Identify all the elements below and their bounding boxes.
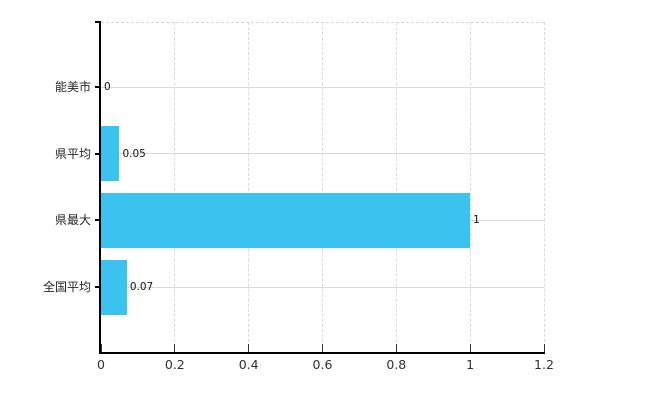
x-tick-0.4 bbox=[248, 344, 250, 352]
x-tick-0.2 bbox=[174, 344, 176, 352]
gridline-x-0.8 bbox=[395, 22, 397, 352]
bar-1 bbox=[101, 126, 120, 182]
x-tick-label-0: 0 bbox=[97, 357, 105, 372]
gridline-category-1 bbox=[101, 153, 544, 155]
x-tick-0.8 bbox=[395, 344, 397, 352]
x-tick-label-0.2: 0.2 bbox=[164, 357, 185, 372]
gridline-category-3 bbox=[101, 286, 544, 288]
category-label-3: 全国平均 bbox=[42, 280, 91, 294]
y-tick-1 bbox=[95, 152, 101, 155]
value-label-1: 0.05 bbox=[122, 147, 146, 160]
gridline-category-0 bbox=[101, 86, 544, 88]
x-tick-1 bbox=[469, 344, 471, 352]
category-label-1: 県平均 bbox=[54, 146, 91, 161]
x-tick-label-1.2: 1.2 bbox=[534, 357, 554, 372]
x-tick-1.2 bbox=[543, 344, 545, 352]
category-label-0: 能美市 bbox=[54, 80, 91, 94]
category-label-2: 県最大 bbox=[54, 213, 91, 228]
gridline-x-0.2 bbox=[174, 22, 176, 352]
value-label-3: 0.07 bbox=[129, 281, 154, 293]
y-tick-2 bbox=[95, 219, 101, 222]
y-tick-3 bbox=[95, 286, 101, 288]
gridline-x-0.4 bbox=[248, 22, 250, 352]
value-label-2: 1 bbox=[473, 214, 480, 227]
value-label-0: 0 bbox=[104, 81, 111, 93]
x-axis-line bbox=[99, 352, 545, 354]
gridline-x-1.2 bbox=[543, 22, 545, 352]
x-tick-label-0.8: 0.8 bbox=[386, 357, 407, 372]
x-tick-label-0.4: 0.4 bbox=[238, 357, 259, 372]
bar-3 bbox=[101, 259, 127, 315]
y-axis-line bbox=[99, 22, 101, 354]
gridline-x-0.6 bbox=[322, 22, 323, 352]
x-tick-0 bbox=[100, 344, 102, 352]
x-tick-label-1: 1 bbox=[466, 357, 475, 372]
gridline-x-1 bbox=[469, 22, 471, 352]
bar-2 bbox=[101, 192, 471, 248]
y-tick-top bbox=[95, 21, 101, 23]
y-tick-0 bbox=[95, 86, 101, 88]
x-tick-0.6 bbox=[322, 344, 323, 352]
x-tick-label-0.6: 0.6 bbox=[312, 357, 333, 372]
